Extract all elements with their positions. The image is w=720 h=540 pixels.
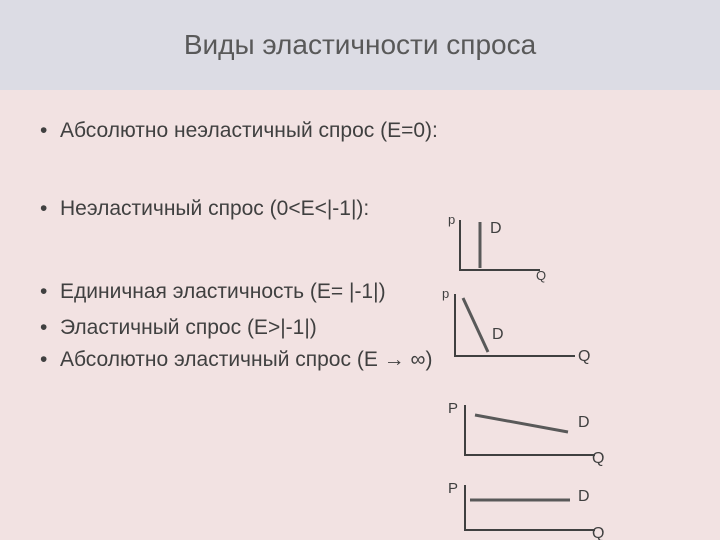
slide-body: Абсолютно неэластичный спрос (E=0): Неэл…: [0, 90, 720, 540]
slide: Виды эластичности спроса Абсолютно неэла…: [0, 0, 720, 540]
axis: [465, 485, 595, 530]
chart-label: p: [448, 212, 455, 227]
demand-curve: [463, 298, 488, 352]
chart-elastic: P DQ: [440, 400, 610, 470]
chart-label: D: [490, 220, 502, 238]
chart-label: p: [442, 286, 449, 301]
chart-label: Q: [536, 268, 546, 283]
chart-label: P: [448, 480, 458, 497]
title-band: Виды эластичности спроса: [0, 0, 720, 90]
chart-perfectly-inelastic: p D Q: [440, 210, 550, 280]
chart-label: D: [578, 488, 590, 506]
bullet-item: Абсолютно неэластичный спрос (E=0):: [40, 118, 680, 144]
chart-label: Q: [592, 525, 604, 540]
chart-perfectly-elastic: P D Q: [440, 480, 610, 540]
bullet-item: Неэластичный спрос (0<E<|-1|):: [40, 196, 680, 222]
chart-inelastic: p D Q: [430, 286, 590, 376]
chart-label: Q: [578, 348, 590, 366]
axis: [455, 294, 575, 356]
chart-label: D: [492, 326, 504, 344]
demand-curve: [475, 415, 568, 432]
slide-title: Виды эластичности спроса: [184, 29, 536, 61]
axis: [465, 405, 595, 455]
chart-label: P: [448, 400, 458, 417]
chart-label: Q: [592, 450, 604, 468]
chart-label: D: [578, 414, 590, 432]
